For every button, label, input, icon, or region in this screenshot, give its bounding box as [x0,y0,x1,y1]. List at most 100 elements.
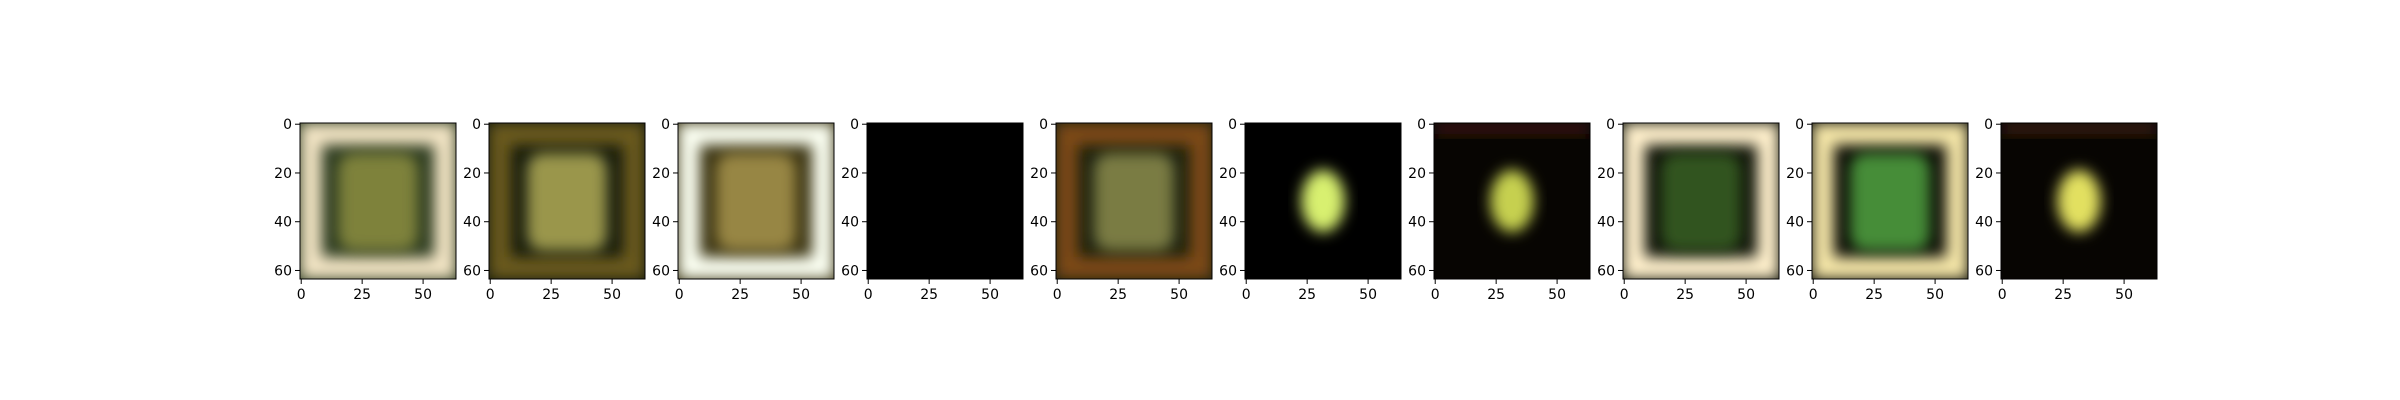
y-tick-label: 0 [1039,117,1048,133]
panel-center-blob [1490,169,1534,233]
y-tick-label: 20 [1030,166,1048,182]
y-tick-label: 0 [283,117,292,133]
image-panel-9: 0 25 50 0 20 40 60 [1786,117,1969,303]
y-tick-label: 60 [1597,263,1615,279]
y-tick-label: 0 [1984,117,1993,133]
image-panel-8: 0 25 50 0 20 40 60 [1597,117,1780,303]
x-tick-label: 0 [1809,287,1818,303]
x-tick-label: 25 [1298,287,1316,303]
x-tick-label: 50 [414,287,432,303]
y-tick-label: 60 [274,263,292,279]
y-tick-label: 20 [652,166,670,182]
image-panel-10: 0 25 50 0 20 40 60 [1975,117,2158,303]
panel-spine [2000,122,2158,280]
panel-spine [866,122,1024,280]
x-tick-label: 25 [353,287,371,303]
y-tick-label: 0 [1795,117,1804,133]
y-tick-label: 0 [1606,117,1615,133]
y-tick-label: 0 [661,117,670,133]
x-tick-label: 50 [792,287,810,303]
x-tick-label: 25 [1487,287,1505,303]
y-tick-label: 20 [274,166,292,182]
x-tick-label: 25 [542,287,560,303]
y-tick-label: 60 [1030,263,1048,279]
y-tick-label: 20 [1219,166,1237,182]
x-tick-label: 0 [297,287,306,303]
y-tick-label: 40 [841,215,859,231]
x-tick-label: 50 [981,287,999,303]
panel-spine [677,122,835,280]
y-tick-label: 60 [841,263,859,279]
panel-top-glow [1434,123,1590,135]
panel-center-blob [1094,153,1174,251]
x-tick-label: 25 [731,287,749,303]
x-tick-label: 0 [1998,287,2007,303]
panel-center-blob [716,153,796,251]
panel-center-blob [527,153,607,251]
image-panel-7: 0 25 50 0 20 40 60 [1408,117,1591,303]
panel-top-glow [1245,123,1401,135]
image-panel-1: 0 25 50 0 20 40 60 [274,117,457,303]
x-tick-label: 50 [1548,287,1566,303]
panel-spine [1055,122,1213,280]
y-tick-label: 0 [472,117,481,133]
y-tick-label: 40 [1408,215,1426,231]
x-tick-label: 0 [1053,287,1062,303]
panel-background [867,123,1023,279]
x-tick-label: 50 [1737,287,1755,303]
y-tick-label: 40 [652,215,670,231]
y-tick-label: 60 [652,263,670,279]
y-tick-label: 40 [463,215,481,231]
x-tick-label: 25 [1109,287,1127,303]
panel-spine [1622,122,1780,280]
panel-frame-glow [1623,123,1779,279]
panel-center-blob [338,153,418,251]
x-tick-label: 50 [1170,287,1188,303]
x-tick-label: 50 [1926,287,1944,303]
y-tick-label: 40 [1975,215,1993,231]
y-tick-label: 40 [1786,215,1804,231]
image-panel-5: 0 25 50 0 20 40 60 [1030,117,1213,303]
y-tick-label: 0 [1228,117,1237,133]
y-tick-label: 20 [1408,166,1426,182]
y-tick-label: 60 [1219,263,1237,279]
panel-top-glow [2001,123,2157,135]
x-tick-label: 25 [1676,287,1694,303]
x-tick-label: 50 [2115,287,2133,303]
x-tick-label: 0 [486,287,495,303]
panel-frame-glow [1812,123,1968,279]
x-tick-label: 50 [603,287,621,303]
y-tick-label: 20 [841,166,859,182]
x-tick-label: 25 [2054,287,2072,303]
panel-spine [1433,122,1591,280]
y-tick-label: 20 [1597,166,1615,182]
image-panel-3: 0 25 50 0 20 40 60 [652,117,835,303]
panel-frame-glow [300,123,456,279]
panel-center-blob [1661,153,1741,251]
panel-frame-glow [489,123,645,279]
y-tick-label: 60 [1408,263,1426,279]
y-tick-label: 0 [850,117,859,133]
image-panel-2: 0 25 50 0 20 40 60 [463,117,646,303]
x-tick-label: 0 [1620,287,1629,303]
x-tick-label: 0 [675,287,684,303]
panel-frame-glow [1056,123,1212,279]
panel-center-blob [1850,153,1930,251]
y-tick-label: 0 [1417,117,1426,133]
panel-spine [299,122,457,280]
y-tick-label: 20 [1786,166,1804,182]
x-tick-label: 50 [1359,287,1377,303]
y-tick-label: 40 [1597,215,1615,231]
y-tick-label: 40 [1030,215,1048,231]
y-tick-label: 60 [463,263,481,279]
y-tick-label: 60 [1975,263,1993,279]
y-tick-label: 40 [274,215,292,231]
panel-center-blob [1301,169,1345,233]
panel-frame-glow [678,123,834,279]
x-tick-label: 25 [1865,287,1883,303]
panel-center-blob [2057,169,2101,233]
panel-spine [1811,122,1969,280]
x-tick-label: 25 [920,287,938,303]
panel-spine [1244,122,1402,280]
